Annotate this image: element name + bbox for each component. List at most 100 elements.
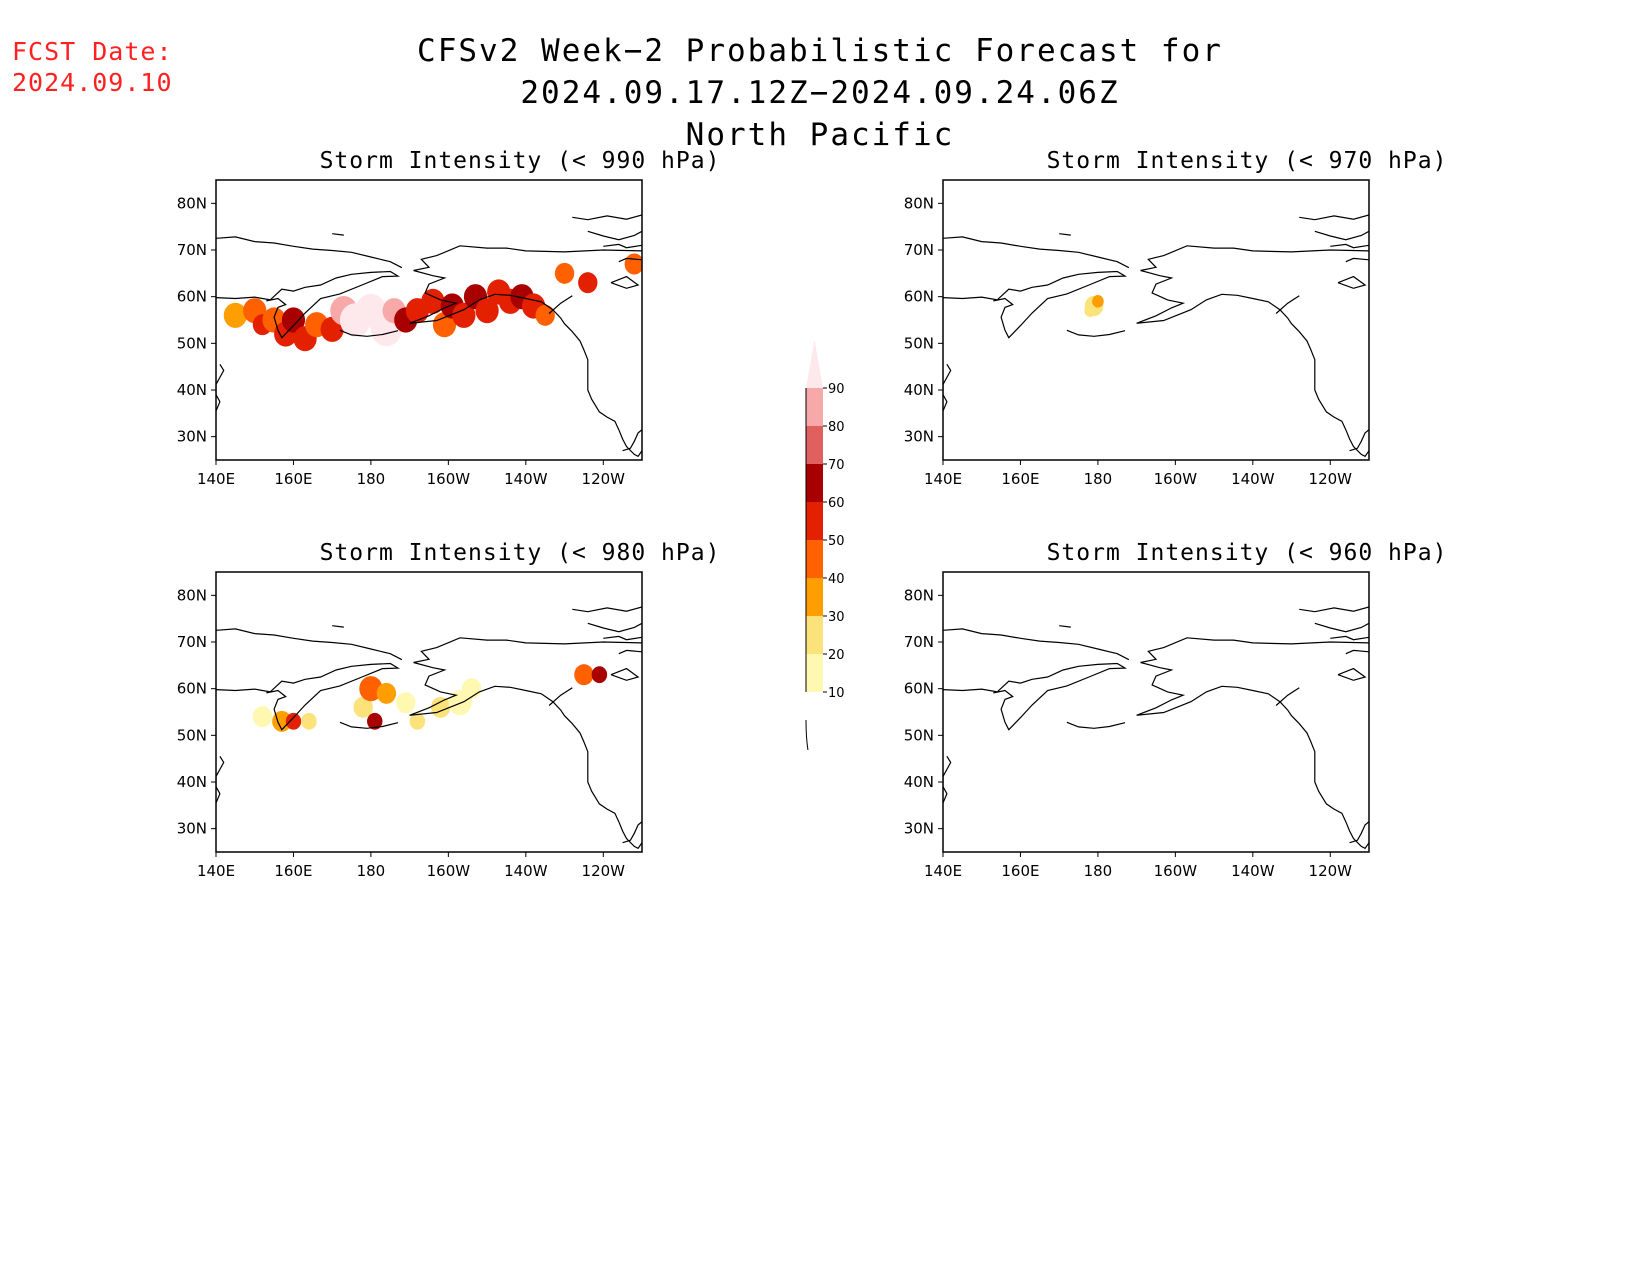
lat-label: 70N <box>177 633 207 651</box>
probability-cell <box>578 272 598 294</box>
map-frame <box>942 179 1370 461</box>
lon-label: 160E <box>1001 862 1039 880</box>
coastline-aleut <box>339 329 399 337</box>
lon-label: 180 <box>1084 862 1113 880</box>
coastline-arctic4 <box>618 649 642 655</box>
main-title: CFSv2 Week−2 Probabilistic Forecast for … <box>417 33 1223 111</box>
coastline-bay <box>1337 667 1367 681</box>
coastline-arcticIsles <box>572 606 642 613</box>
probability-cell <box>359 676 383 702</box>
coastline-hudson <box>548 295 573 314</box>
panel-title: Storm Intensity (< 960 hPa) <box>1046 540 1448 566</box>
page-title: CFSv2 Week−2 Probabilistic Forecast for … <box>180 30 1460 156</box>
coastline-japan <box>216 363 225 412</box>
probability-field <box>223 253 642 352</box>
lon-label: 140E <box>924 470 962 488</box>
coastline-bay <box>610 275 640 289</box>
probability-cell <box>252 706 273 728</box>
coastline-hudson <box>1275 687 1300 706</box>
map-frame <box>215 179 643 461</box>
forecast-date-value: 2024.09.10 <box>12 68 173 97</box>
lat-label: 60N <box>904 288 934 306</box>
coastline-aleut <box>1066 721 1126 729</box>
coastline-arctic4 <box>618 257 642 263</box>
coastline-japan <box>216 755 225 804</box>
lon-label: 160W <box>427 470 471 488</box>
lat-label: 40N <box>177 381 207 399</box>
lat-label: 70N <box>177 241 207 259</box>
coastline-siberiaIsle <box>332 233 344 236</box>
lat-label: 50N <box>904 334 934 352</box>
probability-cell <box>223 302 247 328</box>
coastline-alaskaW <box>409 661 642 850</box>
coastline-alaska <box>413 245 642 272</box>
probability-cell <box>396 692 416 714</box>
map-frame <box>215 571 643 853</box>
coastline-hudson <box>1275 295 1300 314</box>
coastline-arctic3 <box>1330 243 1369 249</box>
colorbar-label: 60 <box>828 496 845 511</box>
lat-label: 30N <box>904 428 934 446</box>
probability-field <box>1084 295 1104 317</box>
colorbar-svg: 10 20 30 40 50 60 70 80 90 <box>805 340 845 761</box>
coastline-arctic2 <box>587 622 642 633</box>
probability-cell <box>376 682 397 704</box>
lon-label: 160W <box>1154 862 1198 880</box>
lon-label: 140W <box>504 470 548 488</box>
colorbar-swatch <box>806 464 823 502</box>
colorbar-swatch <box>806 654 823 692</box>
lat-label: 50N <box>177 726 207 744</box>
lon-label: 160E <box>1001 470 1039 488</box>
probability-field <box>252 664 608 732</box>
probability-cell <box>461 678 482 700</box>
coastline-arctic3 <box>603 243 642 249</box>
coastline-asiaArctic <box>216 236 403 269</box>
coastline-kamchatka <box>216 270 401 339</box>
colorbar-swatch <box>806 388 823 426</box>
colorbar-label: 40 <box>828 572 845 587</box>
colorbar-label: 10 <box>828 686 845 701</box>
probability-cell <box>624 253 642 275</box>
lon-label: 160W <box>1154 470 1198 488</box>
lat-label: 70N <box>904 241 934 259</box>
colorbar-tip-top <box>806 340 823 388</box>
coastline-bay <box>610 667 640 681</box>
lat-label: 60N <box>177 288 207 306</box>
map-svg: 140E 160E 180 160W 140W 120W 80N 70N 60N 50N 40N 30… <box>177 179 643 488</box>
lat-label: 80N <box>904 586 934 604</box>
coastline-alaska <box>1140 637 1369 664</box>
lon-label: 160E <box>274 862 312 880</box>
lon-label: 140E <box>197 862 235 880</box>
map-svg: 140E 160E 180 160W 140W 120W 80N 70N 60N 50N 40N 30… <box>904 571 1370 880</box>
coastline-alaskaW <box>1136 661 1369 850</box>
colorbar-label: 90 <box>828 382 845 397</box>
lon-label: 160E <box>274 470 312 488</box>
coastlines <box>216 214 642 458</box>
probability-cell <box>285 712 302 730</box>
lon-label: 120W <box>1309 470 1353 488</box>
colorbar-swatch <box>806 502 823 540</box>
coastline-alaskaW <box>1136 269 1369 458</box>
probability-cell <box>1092 295 1104 308</box>
coastline-arctic3 <box>603 635 642 641</box>
coastline-alaskaW <box>409 269 642 458</box>
colorbar-label: 50 <box>828 534 845 549</box>
colorbar-swatch <box>806 578 823 616</box>
lon-label: 180 <box>357 470 386 488</box>
probability-cell <box>430 696 451 718</box>
coastline-baja <box>1349 429 1369 452</box>
panel-title: Storm Intensity (< 990 hPa) <box>319 148 721 174</box>
colorbar-swatch <box>806 426 823 464</box>
probability-cell <box>367 712 383 730</box>
lon-label: 140W <box>1231 862 1275 880</box>
lat-label: 60N <box>904 680 934 698</box>
lon-label: 180 <box>1084 470 1113 488</box>
panel-960: Storm Intensity (< 960 hPa) 140E 160E 180 1… <box>897 540 1597 960</box>
probability-cell <box>452 302 476 328</box>
lat-label: 50N <box>177 334 207 352</box>
forecast-date-label: FCST Date: <box>12 37 173 66</box>
lon-label: 140E <box>197 470 235 488</box>
lon-label: 160W <box>427 862 471 880</box>
coastline-arctic2 <box>1314 230 1369 241</box>
coastline-hudson <box>548 687 573 706</box>
